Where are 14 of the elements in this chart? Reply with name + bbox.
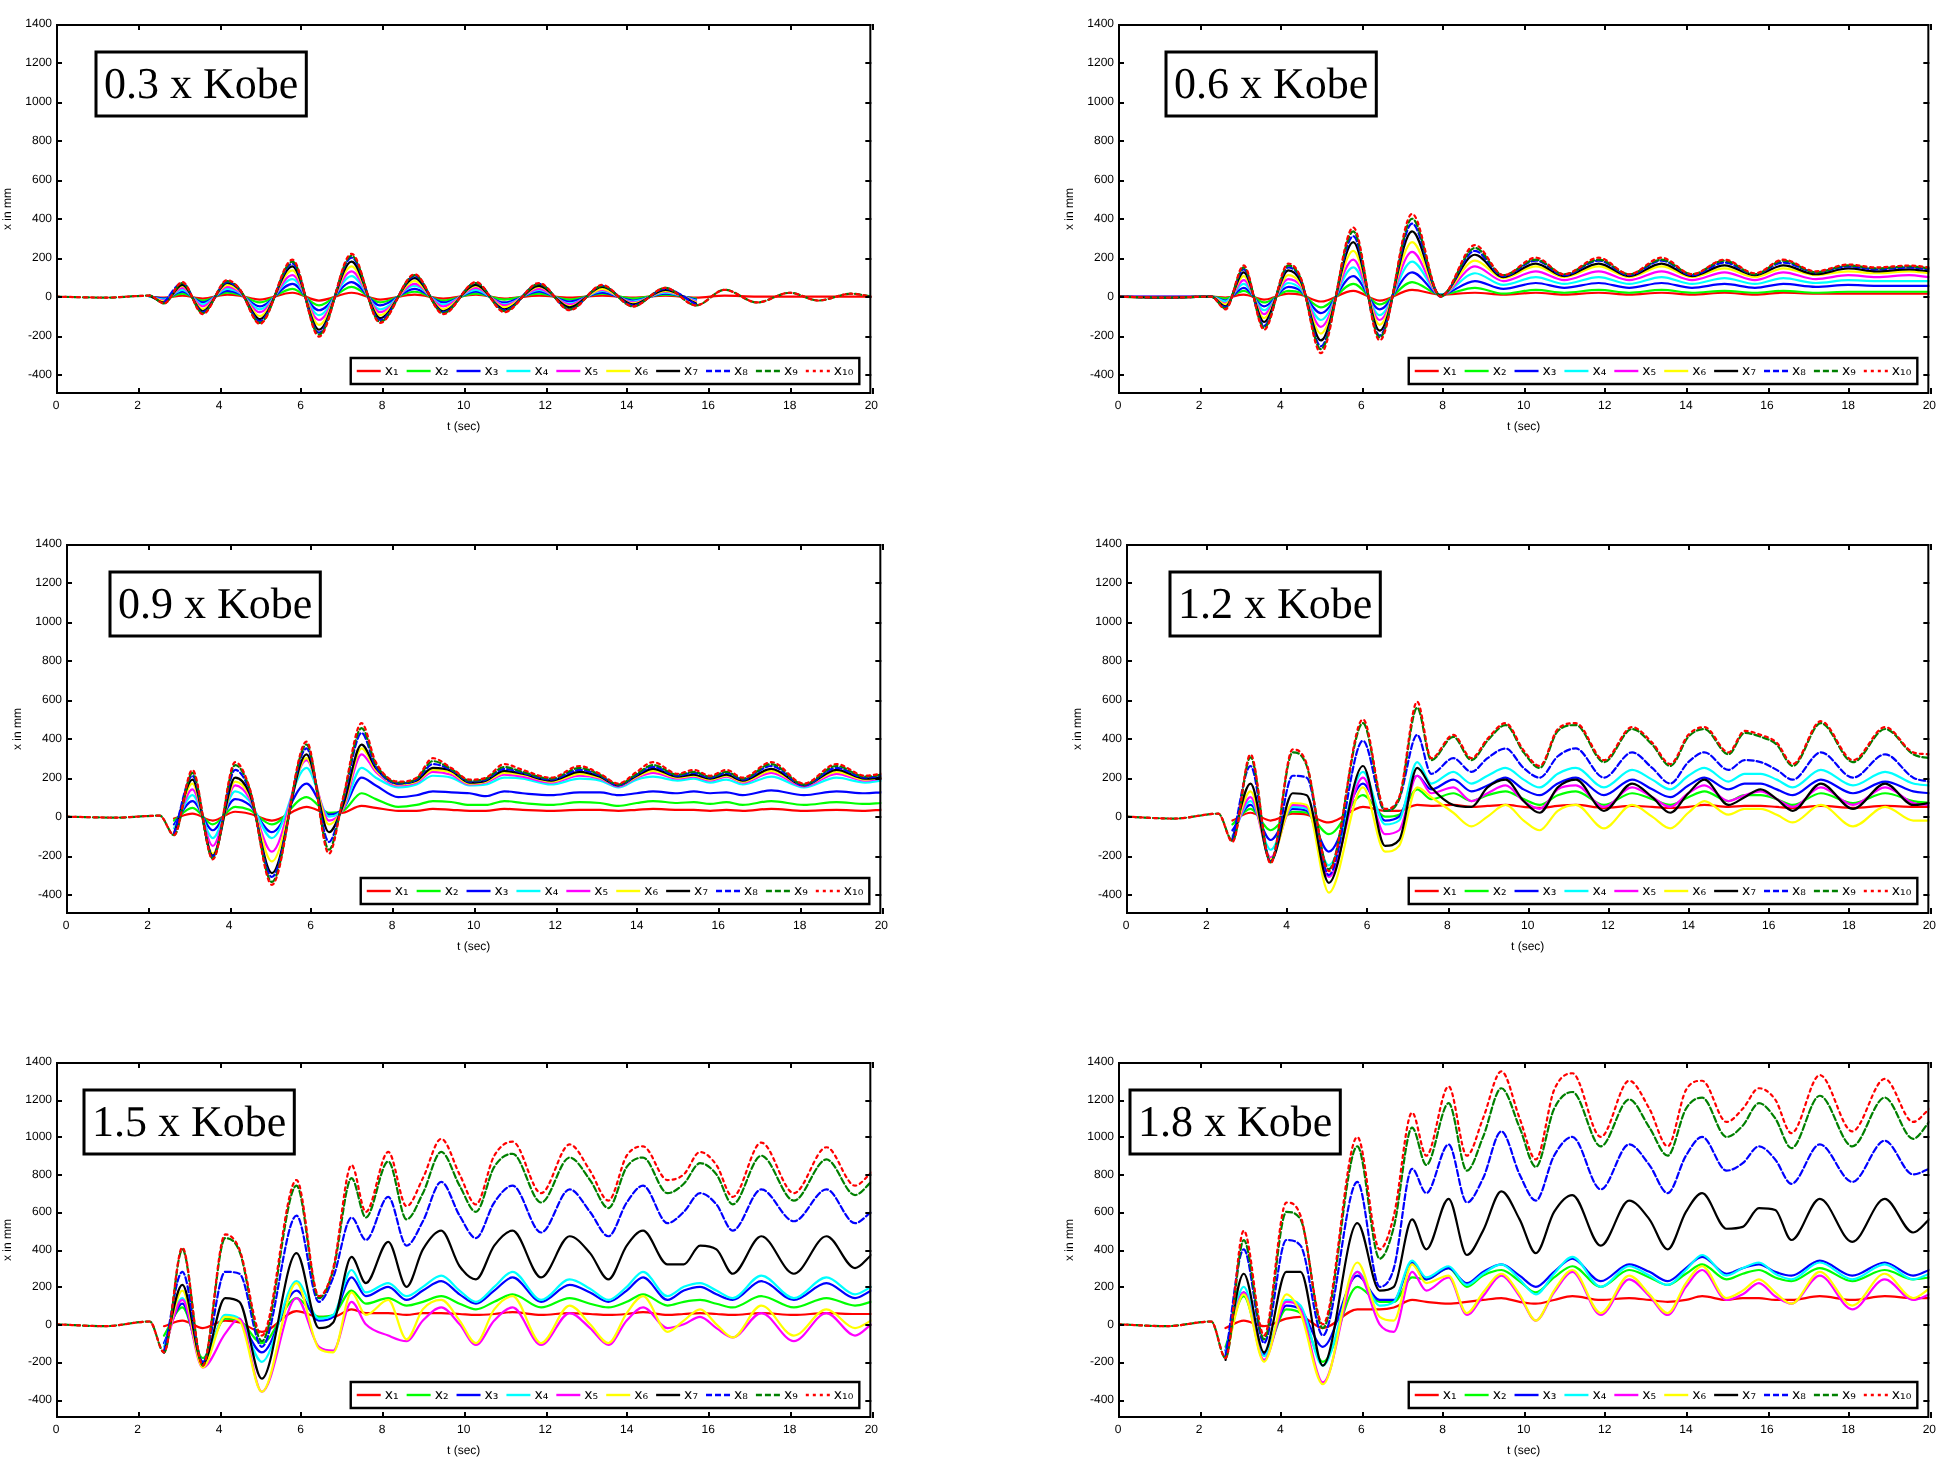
line-series <box>1231 733 1930 877</box>
line-series <box>1231 761 1930 867</box>
line-series <box>172 792 882 826</box>
text: 1.8 x Kobe <box>1138 1095 1333 1146</box>
text: 1.2 x Kobe <box>1178 577 1373 628</box>
line-series <box>1231 788 1930 836</box>
text: 0.6 x Kobe <box>1174 57 1369 108</box>
line-series <box>1231 786 1930 894</box>
text: 1.5 x Kobe <box>92 1095 287 1146</box>
text: 0.3 x Kobe <box>104 57 299 108</box>
line-series <box>162 1180 872 1363</box>
text: 0.9 x Kobe <box>118 577 313 628</box>
line-series <box>162 1289 872 1360</box>
line-series <box>172 766 882 840</box>
